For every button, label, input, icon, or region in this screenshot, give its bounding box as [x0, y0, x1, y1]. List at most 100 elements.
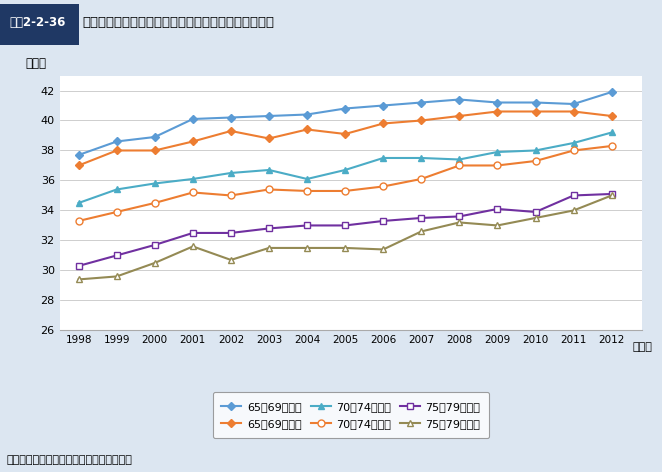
70～74歳女性: [493, 163, 501, 169]
70～74歳女性: [189, 190, 197, 195]
65～69歳女性: [341, 131, 349, 137]
75～79歳女性: [189, 244, 197, 249]
Text: 図表2-2-36: 図表2-2-36: [9, 16, 66, 29]
75～79歳男性: [379, 218, 387, 224]
70～74歳女性: [455, 163, 463, 169]
70～74歳女性: [608, 143, 616, 149]
Line: 75～79歳女性: 75～79歳女性: [75, 192, 615, 283]
75～79歳男性: [303, 223, 311, 228]
70～74歳女性: [379, 184, 387, 189]
70～74歳男性: [113, 186, 120, 192]
Line: 65～69歳女性: 65～69歳女性: [76, 109, 614, 168]
65～69歳男性: [379, 103, 387, 109]
75～79歳男性: [113, 253, 120, 258]
75～79歳女性: [113, 274, 120, 279]
70～74歳女性: [265, 186, 273, 192]
65～69歳男性: [151, 134, 159, 140]
Legend: 65～69歳男性, 65～69歳女性, 70～74歳男性, 70～74歳女性, 75～79歳男性, 75～79歳女性: 65～69歳男性, 65～69歳女性, 70～74歳男性, 70～74歳女性, …: [213, 392, 489, 438]
75～79歳女性: [151, 260, 159, 266]
Line: 70～74歳男性: 70～74歳男性: [75, 129, 615, 206]
65～69歳女性: [417, 118, 425, 123]
Line: 70～74歳女性: 70～74歳女性: [75, 143, 615, 224]
70～74歳男性: [341, 167, 349, 173]
Y-axis label: （点）: （点）: [26, 58, 47, 70]
Text: 資料：文部科学省「体力・運動能力調査」: 資料：文部科学省「体力・運動能力調査」: [7, 455, 132, 464]
65～69歳女性: [493, 109, 501, 114]
70～74歳男性: [608, 130, 616, 135]
70～74歳女性: [341, 188, 349, 194]
65～69歳男性: [569, 101, 577, 107]
75～79歳女性: [417, 228, 425, 234]
65～69歳男性: [417, 100, 425, 105]
65～69歳男性: [341, 106, 349, 111]
70～74歳男性: [493, 149, 501, 155]
75～79歳女性: [569, 208, 577, 213]
65～69歳男性: [265, 113, 273, 119]
65～69歳女性: [189, 139, 197, 144]
65～69歳女性: [113, 148, 120, 153]
65～69歳女性: [569, 109, 577, 114]
75～79歳男性: [493, 206, 501, 212]
65～69歳男性: [532, 100, 540, 105]
70～74歳男性: [455, 157, 463, 162]
65～69歳女性: [265, 135, 273, 141]
FancyBboxPatch shape: [0, 4, 79, 45]
70～74歳男性: [75, 200, 83, 206]
75～79歳男性: [341, 223, 349, 228]
65～69歳男性: [608, 89, 616, 95]
70～74歳男性: [417, 155, 425, 161]
75～79歳女性: [303, 245, 311, 251]
65～69歳男性: [227, 115, 235, 120]
65～69歳女性: [227, 128, 235, 134]
70～74歳男性: [227, 170, 235, 176]
65～69歳男性: [493, 100, 501, 105]
75～79歳女性: [227, 257, 235, 263]
75～79歳男性: [417, 215, 425, 221]
75～79歳男性: [189, 230, 197, 236]
Text: 体力テストの点数の年次推移（年齢階級別：高齢者）: 体力テストの点数の年次推移（年齢階級別：高齢者）: [83, 16, 275, 29]
65～69歳女性: [455, 113, 463, 119]
75～79歳男性: [265, 226, 273, 231]
75～79歳女性: [75, 277, 83, 282]
75～79歳女性: [532, 215, 540, 221]
70～74歳女性: [417, 176, 425, 182]
Line: 65～69歳男性: 65～69歳男性: [76, 89, 614, 158]
65～69歳男性: [75, 152, 83, 158]
65～69歳女性: [608, 113, 616, 119]
75～79歳女性: [379, 246, 387, 252]
75～79歳女性: [341, 245, 349, 251]
65～69歳女性: [379, 121, 387, 126]
Text: （年）: （年）: [633, 342, 653, 353]
75～79歳女性: [265, 245, 273, 251]
70～74歳女性: [75, 218, 83, 224]
65～69歳女性: [303, 126, 311, 132]
75～79歳女性: [493, 223, 501, 228]
70～74歳女性: [227, 193, 235, 198]
75～79歳男性: [532, 209, 540, 215]
75～79歳女性: [608, 193, 616, 198]
65～69歳男性: [189, 116, 197, 122]
70～74歳男性: [379, 155, 387, 161]
75～79歳男性: [227, 230, 235, 236]
65～69歳女性: [75, 163, 83, 169]
70～74歳男性: [569, 140, 577, 146]
75～79歳男性: [151, 242, 159, 248]
70～74歳女性: [532, 158, 540, 164]
65～69歳男性: [455, 97, 463, 102]
65～69歳女性: [151, 148, 159, 153]
70～74歳男性: [303, 176, 311, 182]
75～79歳女性: [455, 219, 463, 225]
75～79歳男性: [569, 193, 577, 198]
70～74歳女性: [151, 200, 159, 206]
70～74歳女性: [569, 148, 577, 153]
65～69歳女性: [532, 109, 540, 114]
75～79歳男性: [75, 263, 83, 269]
70～74歳男性: [265, 167, 273, 173]
70～74歳女性: [303, 188, 311, 194]
70～74歳男性: [532, 148, 540, 153]
Line: 75～79歳男性: 75～79歳男性: [75, 191, 615, 270]
65～69歳男性: [113, 139, 120, 144]
70～74歳男性: [151, 181, 159, 186]
75～79歳男性: [608, 191, 616, 197]
65～69歳男性: [303, 112, 311, 118]
